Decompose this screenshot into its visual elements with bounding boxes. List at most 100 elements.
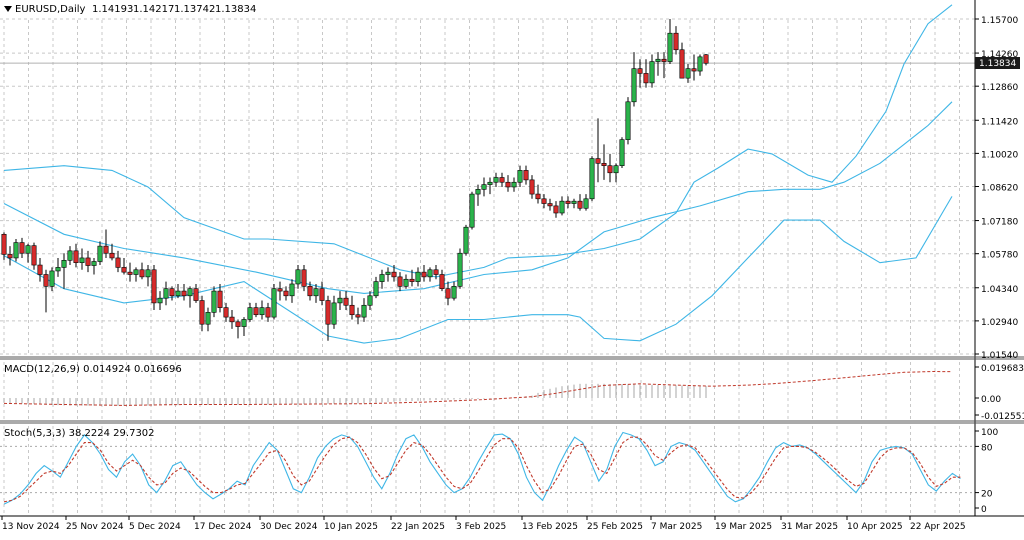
candle-body xyxy=(97,245,103,262)
candle-body xyxy=(73,250,79,263)
candle-body xyxy=(343,297,349,306)
candle-body xyxy=(409,278,415,282)
current-price-label: 1.13834 xyxy=(979,59,1016,69)
candle-body xyxy=(559,200,565,214)
candle-body xyxy=(691,68,697,72)
candle-body xyxy=(457,252,463,287)
candle-body xyxy=(337,297,343,304)
candle-body xyxy=(649,61,655,84)
candle-body xyxy=(571,200,577,204)
candle-body xyxy=(13,242,19,259)
candle-body xyxy=(439,274,445,290)
ohlc-high: 1.14217 xyxy=(133,4,174,15)
candle-body xyxy=(607,165,613,174)
x-tick-label: 10 Apr 2025 xyxy=(847,522,903,532)
y-tick-label: 1.01540 xyxy=(981,351,1018,361)
candle-body xyxy=(553,205,559,214)
stoch-title: Stoch(5,3,3) 38.2224 29.7302 xyxy=(4,428,155,439)
candle-body xyxy=(451,286,457,299)
candle-body xyxy=(37,264,43,275)
y-tick-label: 1.07180 xyxy=(981,218,1018,228)
bollinger-bands xyxy=(3,4,953,344)
stoch-y-tick-label: 80 xyxy=(981,443,993,453)
candle-body xyxy=(49,270,55,287)
candle-body xyxy=(349,304,355,316)
macd-signal-line xyxy=(3,370,953,406)
candle-body xyxy=(517,170,523,183)
candle-body xyxy=(547,203,553,207)
candle-body xyxy=(661,58,667,62)
candle-body xyxy=(673,32,679,51)
candle-body xyxy=(229,316,235,323)
candle-body xyxy=(43,274,49,287)
x-tick-label: 22 Apr 2025 xyxy=(910,522,966,532)
candle-body xyxy=(271,288,277,318)
candle-body xyxy=(187,288,193,297)
candle-body xyxy=(355,314,361,318)
macd-y-tick-label: -0.012551 xyxy=(981,412,1024,422)
candle-body xyxy=(523,170,529,181)
candle-body xyxy=(631,68,637,103)
collapse-triangle-icon[interactable] xyxy=(4,6,12,12)
candle-body xyxy=(463,226,469,254)
grid xyxy=(0,18,975,515)
macd-y-tick-label: 0.00 xyxy=(981,395,1001,405)
symbol-label: EURUSD,Daily xyxy=(15,4,86,15)
x-tick-label: 25 Nov 2024 xyxy=(66,522,124,532)
candle-body xyxy=(127,271,133,275)
x-tick-label: 19 Mar 2025 xyxy=(715,522,772,532)
candle-body xyxy=(367,295,373,306)
candle-body xyxy=(241,319,247,327)
candle-body xyxy=(421,271,427,278)
candle-body xyxy=(277,288,283,292)
candle-body xyxy=(25,245,31,254)
y-tick-label: 1.12860 xyxy=(981,83,1018,93)
candle-body xyxy=(289,283,295,297)
x-tick-label: 10 Jan 2025 xyxy=(324,522,378,532)
macd-panel xyxy=(3,370,953,406)
candle-body xyxy=(397,276,403,287)
candle-body xyxy=(217,290,223,308)
candle-body xyxy=(169,288,175,297)
candle-body xyxy=(235,321,241,327)
candle-body xyxy=(139,269,145,278)
candle-body xyxy=(619,139,625,166)
candle-body xyxy=(19,242,25,254)
current-price-tag xyxy=(975,57,1020,69)
candle-body xyxy=(493,177,499,183)
candle-body xyxy=(565,200,571,204)
candle-body xyxy=(121,267,127,273)
candle-body xyxy=(703,54,709,64)
candle-body xyxy=(445,288,451,299)
stoch-y-tick-label: 20 xyxy=(981,490,993,500)
candle-body xyxy=(373,281,379,297)
candle-body xyxy=(247,307,253,320)
x-tick-label: 17 Dec 2024 xyxy=(194,522,252,532)
candles xyxy=(1,19,709,341)
x-tick-label: 30 Dec 2024 xyxy=(260,522,318,532)
y-tick-label: 1.15700 xyxy=(981,16,1018,26)
candle-body xyxy=(469,193,475,228)
candle-body xyxy=(577,200,583,209)
candle-body xyxy=(61,260,67,268)
candle-body xyxy=(613,165,619,174)
candle-body xyxy=(7,254,13,259)
candle-body xyxy=(175,290,181,297)
candle-body xyxy=(55,267,61,272)
candle-body xyxy=(151,269,157,304)
candle-body xyxy=(433,269,439,275)
candle-body xyxy=(157,297,163,304)
candle-body xyxy=(163,288,169,299)
y-tick-label: 1.10020 xyxy=(981,150,1018,160)
candle-body xyxy=(589,158,595,200)
ohlc-open: 1.14193 xyxy=(92,4,133,15)
stoch-main-line xyxy=(3,431,961,505)
candle-body xyxy=(643,73,649,84)
x-tick-label: 31 Mar 2025 xyxy=(781,522,838,532)
y-tick-label: 1.14260 xyxy=(981,50,1018,60)
y-tick-label: 1.08620 xyxy=(981,184,1018,194)
candle-body xyxy=(637,68,643,74)
candle-body xyxy=(109,252,115,259)
candle-body xyxy=(625,101,631,140)
